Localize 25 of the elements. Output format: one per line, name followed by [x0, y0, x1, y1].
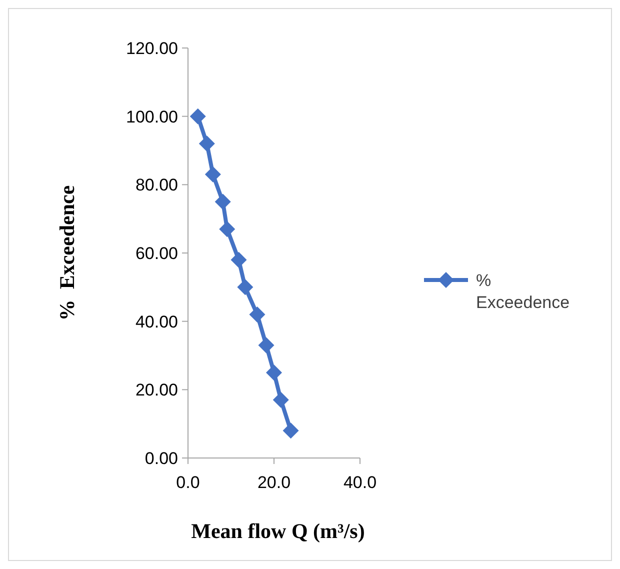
point — [266, 364, 282, 381]
x-tick-label: 40.0 — [343, 473, 377, 492]
y-tick-label: 40.00 — [135, 312, 178, 332]
x-axis-title: Mean flow Q (m³/s) — [191, 519, 365, 543]
y-axis-title: % Exceedence — [55, 185, 79, 321]
x-tick-label: 0.0 — [176, 473, 200, 492]
point — [230, 252, 247, 268]
point — [249, 306, 266, 322]
point — [237, 279, 254, 296]
y-tick-label: 20.00 — [135, 380, 178, 400]
y-tick-label: 0.00 — [144, 448, 178, 468]
point — [204, 166, 221, 182]
point — [190, 108, 206, 124]
point — [198, 136, 215, 152]
point — [219, 221, 236, 238]
point — [272, 392, 289, 408]
y-tick-label: 100.00 — [126, 107, 178, 126]
x-tick-label: 20.0 — [257, 473, 291, 492]
y-tick-label: 60.00 — [135, 244, 178, 263]
point — [214, 194, 231, 210]
y-tick-label: 120.00 — [126, 38, 178, 58]
point — [258, 337, 274, 354]
point — [282, 422, 299, 439]
y-tick-label: 80.00 — [135, 176, 178, 195]
legend-label: % Exceedence — [476, 270, 570, 312]
